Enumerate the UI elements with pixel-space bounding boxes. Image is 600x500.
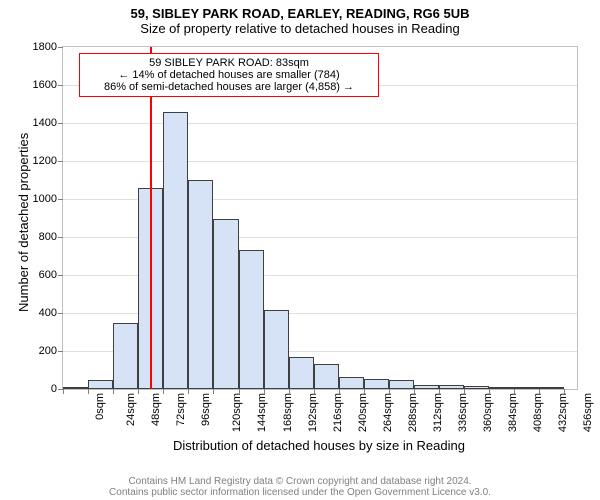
xtick-label: 120sqm xyxy=(232,393,244,432)
chart-caption: Contains HM Land Registry data © Crown c… xyxy=(0,476,600,498)
histogram-bar xyxy=(264,310,289,389)
xtick-mark xyxy=(188,389,189,394)
xtick-label: 264sqm xyxy=(382,393,394,432)
xtick-mark xyxy=(564,389,565,394)
xtick-label: 168sqm xyxy=(282,393,294,432)
xtick-label: 216sqm xyxy=(332,393,344,432)
histogram-bar xyxy=(188,180,213,389)
xtick-mark xyxy=(289,389,290,394)
xtick-mark xyxy=(514,389,515,394)
xtick-mark xyxy=(239,389,240,394)
xtick-label: 384sqm xyxy=(507,393,519,432)
xtick-mark xyxy=(163,389,164,394)
xtick-mark xyxy=(364,389,365,394)
histogram-bar xyxy=(339,377,364,389)
xtick-mark xyxy=(63,389,64,394)
ytick-label: 800 xyxy=(39,231,63,243)
xtick-label: 192sqm xyxy=(307,393,319,432)
xtick-label: 96sqm xyxy=(200,393,212,426)
xtick-mark xyxy=(539,389,540,394)
xtick-label: 288sqm xyxy=(407,393,419,432)
xtick-mark xyxy=(213,389,214,394)
xtick-label: 336sqm xyxy=(457,393,469,432)
xtick-label: 432sqm xyxy=(557,393,569,432)
ytick-label: 1400 xyxy=(33,117,63,129)
xtick-label: 240sqm xyxy=(357,393,369,432)
annotation-line: 86% of semi-detached houses are larger (… xyxy=(83,81,375,93)
ytick-label: 1000 xyxy=(33,193,63,205)
histogram-bar xyxy=(389,380,414,390)
histogram-bar xyxy=(514,387,539,389)
annotation-line: ← 14% of detached houses are smaller (78… xyxy=(83,69,375,81)
xtick-label: 48sqm xyxy=(150,393,162,426)
histogram-bar xyxy=(489,387,514,389)
xtick-label: 144sqm xyxy=(257,393,269,432)
histogram-bar xyxy=(213,219,238,389)
xtick-mark xyxy=(264,389,265,394)
xtick-mark xyxy=(339,389,340,394)
gridline xyxy=(63,123,577,124)
gridline xyxy=(63,161,577,162)
histogram-bar xyxy=(289,357,314,389)
ytick-label: 1800 xyxy=(33,41,63,53)
ytick-label: 1600 xyxy=(33,79,63,91)
histogram-bar xyxy=(464,386,489,389)
xtick-mark xyxy=(464,389,465,394)
histogram-bar xyxy=(539,387,564,389)
xtick-mark xyxy=(88,389,89,394)
annotation-box: 59 SIBLEY PARK ROAD: 83sqm← 14% of detac… xyxy=(79,53,379,97)
caption-line-2: Contains public sector information licen… xyxy=(0,487,600,498)
xtick-label: 24sqm xyxy=(125,393,137,426)
xtick-label: 72sqm xyxy=(175,393,187,426)
chart-plot-area: 0200400600800100012001400160018000sqm24s… xyxy=(62,46,578,390)
ytick-label: 1200 xyxy=(33,155,63,167)
ytick-label: 600 xyxy=(39,269,63,281)
xtick-label: 408sqm xyxy=(532,393,544,432)
histogram-bar xyxy=(163,112,188,389)
ytick-label: 0 xyxy=(51,383,63,395)
ytick-label: 400 xyxy=(39,307,63,319)
xtick-mark xyxy=(138,389,139,394)
xtick-mark xyxy=(414,389,415,394)
xtick-label: 360sqm xyxy=(482,393,494,432)
chart-subtitle: Size of property relative to detached ho… xyxy=(0,21,600,40)
histogram-bar xyxy=(113,323,138,389)
ytick-label: 200 xyxy=(39,345,63,357)
histogram-bar xyxy=(414,385,439,389)
xtick-mark xyxy=(389,389,390,394)
histogram-bar xyxy=(314,364,339,389)
threshold-line xyxy=(150,47,152,389)
xtick-mark xyxy=(314,389,315,394)
xtick-mark xyxy=(113,389,114,394)
caption-line-1: Contains HM Land Registry data © Crown c… xyxy=(0,476,600,487)
annotation-line: 59 SIBLEY PARK ROAD: 83sqm xyxy=(83,57,375,69)
xtick-mark xyxy=(489,389,490,394)
xtick-mark xyxy=(439,389,440,394)
histogram-bar xyxy=(439,385,464,389)
xtick-label: 0sqm xyxy=(94,393,106,420)
x-axis-label: Distribution of detached houses by size … xyxy=(62,438,576,453)
y-axis-label: Number of detached properties xyxy=(16,133,31,312)
histogram-bar xyxy=(239,250,264,389)
xtick-label: 456sqm xyxy=(583,393,595,432)
chart-title: 59, SIBLEY PARK ROAD, EARLEY, READING, R… xyxy=(0,0,600,21)
histogram-bar xyxy=(364,379,389,389)
histogram-bar xyxy=(88,380,113,389)
xtick-label: 312sqm xyxy=(432,393,444,432)
histogram-bar xyxy=(63,387,88,389)
